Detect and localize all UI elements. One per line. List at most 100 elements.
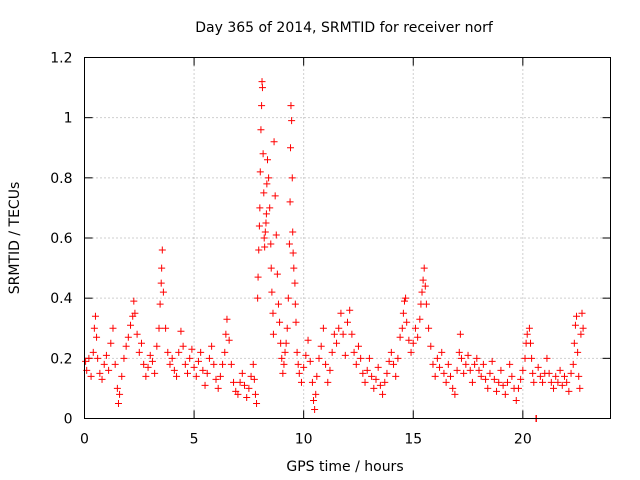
data-point	[219, 360, 227, 368]
data-point	[289, 228, 297, 236]
data-point	[148, 357, 156, 365]
data-point	[286, 198, 294, 206]
data-point	[381, 378, 389, 386]
data-point	[574, 348, 582, 356]
data-point	[499, 381, 507, 389]
x-tick-label: 0	[80, 432, 89, 448]
data-point	[259, 150, 267, 158]
data-point	[302, 351, 310, 359]
data-point	[482, 375, 490, 383]
data-point	[534, 363, 542, 371]
x-tick-label: 15	[404, 432, 422, 448]
x-tick-label: 5	[190, 432, 199, 448]
data-point	[339, 330, 347, 338]
data-point	[344, 318, 351, 326]
data-point	[527, 339, 535, 347]
data-point	[130, 297, 138, 305]
data-point	[144, 363, 152, 371]
data-point	[310, 396, 318, 404]
data-point	[433, 354, 441, 362]
y-tick-label: 0.2	[50, 351, 72, 367]
data-point	[495, 378, 503, 386]
data-point	[503, 378, 511, 386]
data-point	[114, 399, 122, 407]
data-point	[236, 378, 244, 386]
data-point	[569, 360, 577, 368]
data-point	[488, 357, 496, 365]
data-point	[91, 312, 99, 320]
data-point	[260, 189, 268, 197]
data-point	[93, 333, 101, 341]
data-point	[267, 264, 275, 272]
data-point	[361, 378, 369, 386]
data-point	[462, 360, 470, 368]
data-point	[409, 339, 417, 347]
data-point	[528, 354, 536, 362]
data-point	[295, 369, 303, 377]
data-point	[177, 327, 185, 335]
data-point	[166, 360, 174, 368]
data-point	[512, 396, 520, 404]
data-point	[556, 366, 564, 374]
data-point	[411, 324, 419, 332]
data-point	[563, 378, 571, 386]
y-tick-label: 0.8	[50, 171, 72, 187]
data-point	[525, 324, 533, 332]
y-tick-label: 0	[64, 412, 73, 428]
data-point	[284, 294, 292, 302]
data-point	[291, 300, 299, 308]
data-point	[315, 354, 323, 362]
data-point	[372, 375, 380, 383]
data-point	[436, 363, 444, 371]
data-point	[225, 336, 233, 344]
data-point	[545, 369, 553, 377]
data-point	[290, 264, 298, 272]
data-point	[552, 372, 560, 380]
data-point	[155, 324, 163, 332]
data-point	[156, 300, 164, 308]
data-point	[447, 372, 455, 380]
data-point	[188, 345, 196, 353]
data-point	[173, 372, 181, 380]
data-point	[396, 333, 404, 341]
data-point	[365, 354, 373, 362]
data-point	[170, 366, 178, 374]
data-point	[265, 174, 273, 182]
x-tick-label: 10	[295, 432, 313, 448]
data-point	[387, 348, 395, 356]
axis-ticks: 0 0.2 0.4 0.6 0.8 1 1.2 0 5 10 15 20	[50, 51, 611, 448]
data-point	[374, 363, 382, 371]
data-point	[297, 378, 305, 386]
y-axis-label: SRMTID / TECUs	[7, 182, 23, 295]
data-point	[291, 279, 299, 287]
data-point	[337, 309, 345, 317]
grid-lines	[84, 57, 611, 419]
y-tick-label: 1.2	[50, 51, 72, 67]
data-point	[300, 363, 308, 371]
data-point	[330, 330, 338, 338]
data-point	[421, 282, 429, 290]
data-point	[317, 342, 325, 350]
data-point	[405, 336, 413, 344]
data-point	[348, 330, 356, 338]
data-point	[573, 312, 581, 320]
data-point	[346, 306, 354, 314]
data-point	[322, 360, 330, 368]
data-point	[324, 378, 332, 386]
plot-frame	[84, 57, 611, 419]
data-point	[179, 342, 187, 350]
data-point	[208, 342, 216, 350]
data-point	[255, 246, 263, 254]
data-point	[354, 342, 362, 350]
data-point	[530, 378, 538, 386]
data-point	[539, 378, 547, 386]
data-point	[109, 324, 117, 332]
data-point	[289, 249, 297, 257]
data-point	[471, 360, 479, 368]
data-point	[230, 378, 238, 386]
data-point	[223, 315, 231, 323]
data-point	[137, 339, 145, 347]
data-point	[475, 366, 483, 374]
x-tick-label: 20	[514, 432, 532, 448]
